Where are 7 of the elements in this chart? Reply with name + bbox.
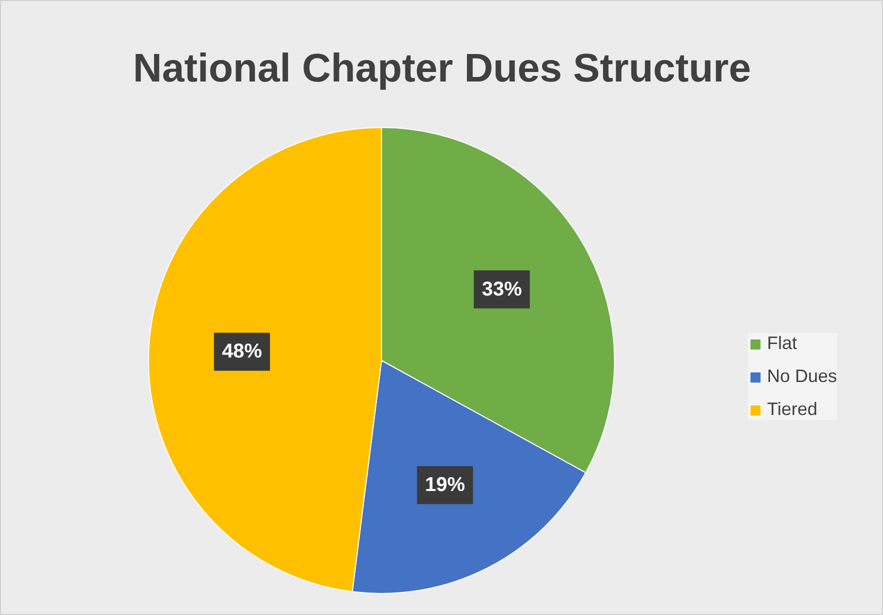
legend-label: No Dues [767,366,838,387]
legend-label: Flat [767,333,798,354]
legend-label: Tiered [767,399,818,420]
data-label: 33% [482,278,522,300]
data-label: 48% [222,340,262,363]
data-label: 19% [424,474,466,496]
chart-title: National Chapter Dues Structure [133,46,751,90]
